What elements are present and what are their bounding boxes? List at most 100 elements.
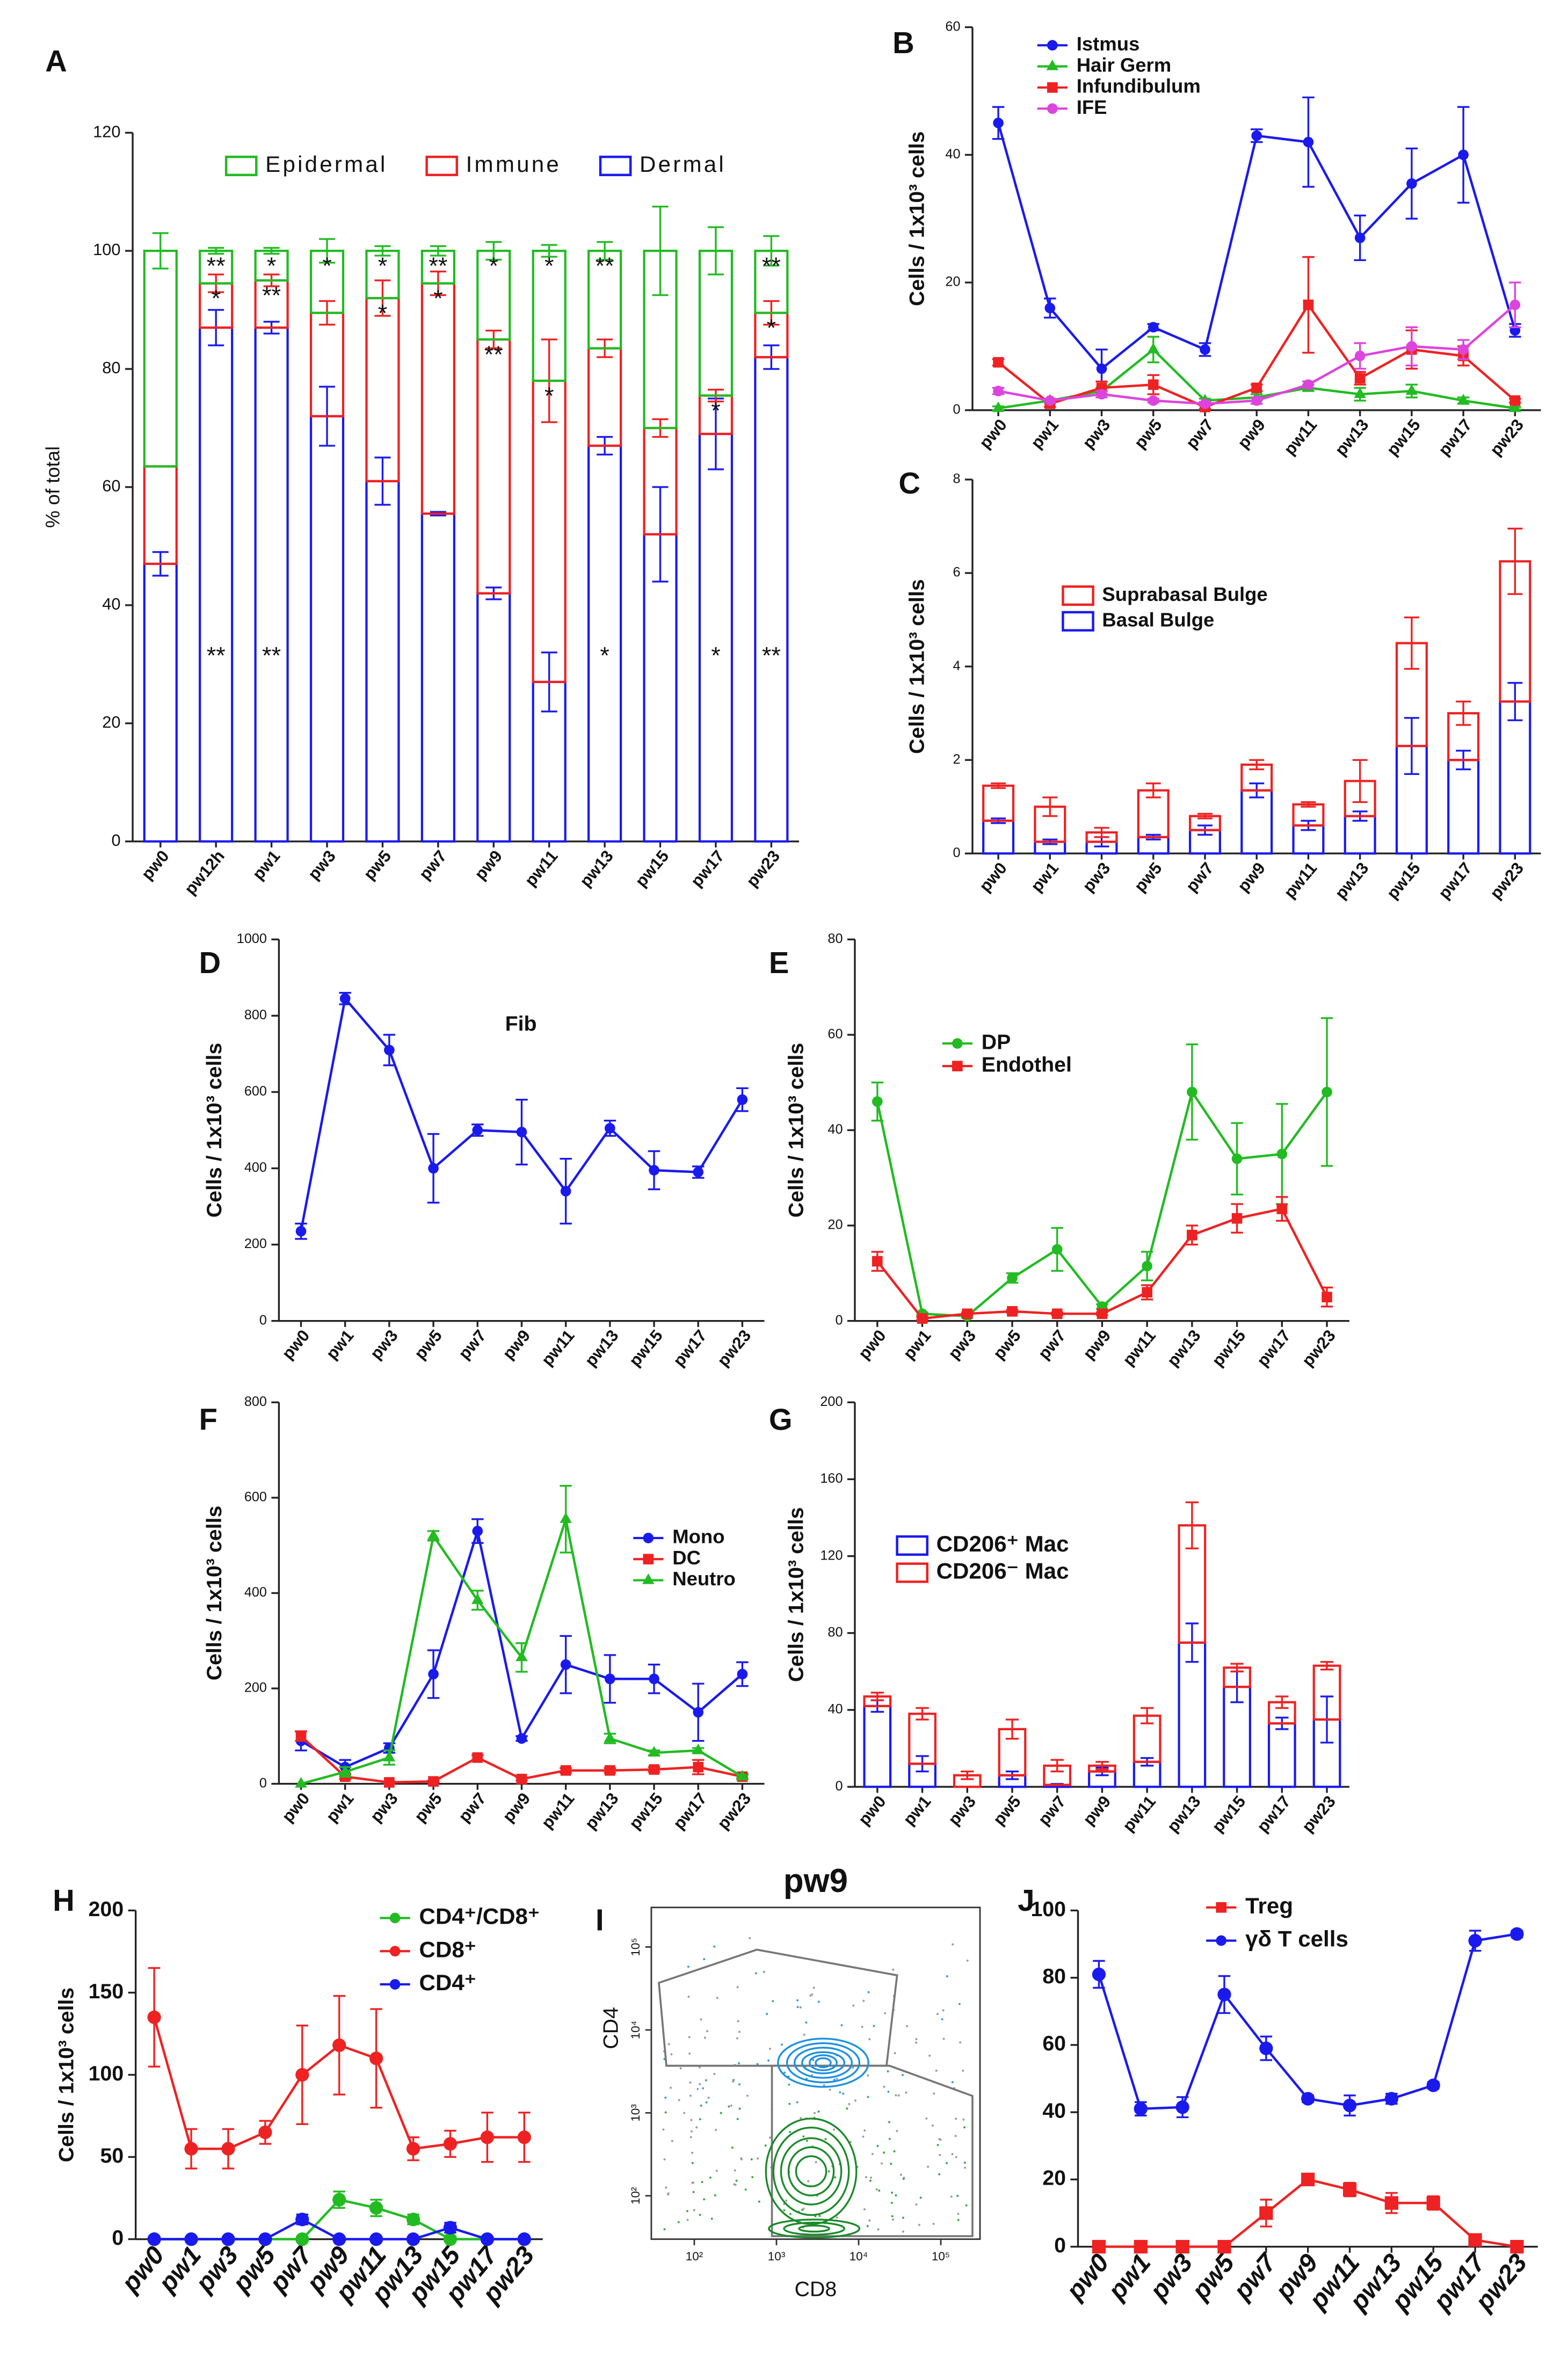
- marker: [1468, 2233, 1482, 2247]
- marker: [917, 1313, 928, 1324]
- x-tick-label: pw17: [670, 1789, 710, 1833]
- significance: *: [433, 284, 442, 311]
- event-dot: [902, 2230, 904, 2233]
- legend-label: Neutro: [672, 1568, 736, 1590]
- marker: [1510, 1927, 1524, 1941]
- marker: [258, 2125, 272, 2140]
- marker: [605, 1765, 615, 1776]
- significance: *: [378, 299, 387, 327]
- event-dot: [691, 2162, 694, 2164]
- legend-label: CD4⁺: [419, 1970, 476, 1995]
- marker: [184, 2142, 198, 2156]
- x-tick-label: pw23: [714, 1789, 754, 1833]
- event-dot: [763, 1970, 765, 1973]
- y-tick-label: 400: [244, 1160, 267, 1175]
- x-tick-label: pw13: [1331, 859, 1372, 903]
- panel-label: B: [892, 26, 914, 60]
- y-tick-label: 0: [259, 1775, 267, 1790]
- marker: [992, 401, 1005, 412]
- marker: [147, 2010, 161, 2024]
- event-dot: [705, 2101, 708, 2104]
- significance: *: [545, 252, 554, 279]
- event-dot: [803, 2033, 805, 2036]
- x-tick-label: pw23: [1298, 1326, 1339, 1370]
- y-tick-label: 150: [89, 1980, 124, 2003]
- event-dot: [891, 2191, 894, 2194]
- event-dot: [964, 2166, 967, 2169]
- event-dot: [946, 2162, 948, 2164]
- y-tick-label: 200: [89, 1897, 124, 1921]
- event-dot: [896, 2130, 898, 2132]
- marker: [642, 1573, 655, 1584]
- marker: [1384, 2092, 1399, 2106]
- event-dot: [687, 1966, 689, 1968]
- legend-swatch: [425, 155, 459, 177]
- marker: [1047, 82, 1058, 93]
- bar-segment: [199, 326, 234, 843]
- x-tick-label: pw5: [989, 1326, 1024, 1362]
- event-dot: [829, 2089, 831, 2091]
- event-dot: [824, 2138, 827, 2141]
- marker: [872, 1096, 883, 1107]
- marker: [1147, 343, 1159, 353]
- event-dot: [893, 2150, 896, 2152]
- event-dot: [781, 2043, 783, 2046]
- event-dot: [751, 2176, 754, 2178]
- chart-title: pw9: [783, 1862, 848, 1899]
- x-tick-label: pw0: [137, 846, 172, 883]
- event-dot: [796, 1999, 799, 2002]
- marker: [295, 1730, 307, 1742]
- bar-segment: [420, 282, 455, 515]
- panel: J020406080100pw0pw1pw3pw5pw7pw9pw11pw13p…: [1018, 1883, 1538, 2317]
- bar-segment: [1240, 789, 1273, 855]
- event-dot: [663, 2158, 666, 2160]
- significance: *: [600, 642, 609, 669]
- marker: [443, 2232, 458, 2246]
- event-dot: [936, 2013, 939, 2015]
- event-dot: [915, 2038, 918, 2041]
- marker: [1200, 398, 1210, 409]
- marker: [516, 1127, 527, 1137]
- marker: [443, 2137, 458, 2151]
- y-tick-label: 0: [835, 1313, 843, 1328]
- event-dot: [906, 2025, 909, 2027]
- y-tick-label: 60: [827, 1027, 843, 1042]
- event-dot: [931, 2125, 934, 2127]
- marker: [1044, 395, 1056, 406]
- legend-label: Fib: [505, 1012, 537, 1036]
- event-dot: [918, 2223, 920, 2226]
- event-dot: [894, 2052, 896, 2054]
- x-tick-label: pw1: [899, 1792, 934, 1829]
- event-dot: [713, 1945, 716, 1948]
- contour: [786, 2042, 861, 2084]
- legend-label: Infundibulum: [1077, 75, 1201, 97]
- x-tick-label: pw15: [625, 1789, 666, 1833]
- bar-segment: [309, 415, 345, 843]
- x-tick-label: pw17: [1253, 1326, 1294, 1370]
- marker: [1148, 395, 1159, 406]
- y-tick-label: 160: [820, 1471, 843, 1486]
- x-tick-label: pw3: [304, 846, 339, 883]
- marker: [993, 357, 1004, 368]
- y-tick-label: 800: [244, 1007, 267, 1023]
- y-tick-label: 100: [1030, 1897, 1066, 1921]
- x-tick-label: pw13: [1163, 1326, 1204, 1370]
- bar-segment: [587, 347, 622, 447]
- marker: [1303, 136, 1314, 148]
- marker: [221, 2232, 235, 2246]
- marker: [692, 1743, 705, 1754]
- y-tick-label: 40: [1042, 2099, 1066, 2122]
- event-dot: [891, 2218, 894, 2221]
- event-dot: [881, 2162, 883, 2165]
- event-dot: [715, 2170, 718, 2172]
- marker: [604, 1731, 616, 1743]
- x-tick-label: pw5: [1186, 2248, 1240, 2306]
- event-dot: [836, 2077, 838, 2080]
- event-dot: [868, 2038, 871, 2041]
- marker: [993, 118, 1004, 128]
- event-dot: [902, 2073, 904, 2076]
- event-dot: [737, 2020, 739, 2022]
- event-dot: [807, 2180, 810, 2183]
- event-dot: [950, 2195, 953, 2198]
- marker: [1148, 322, 1159, 333]
